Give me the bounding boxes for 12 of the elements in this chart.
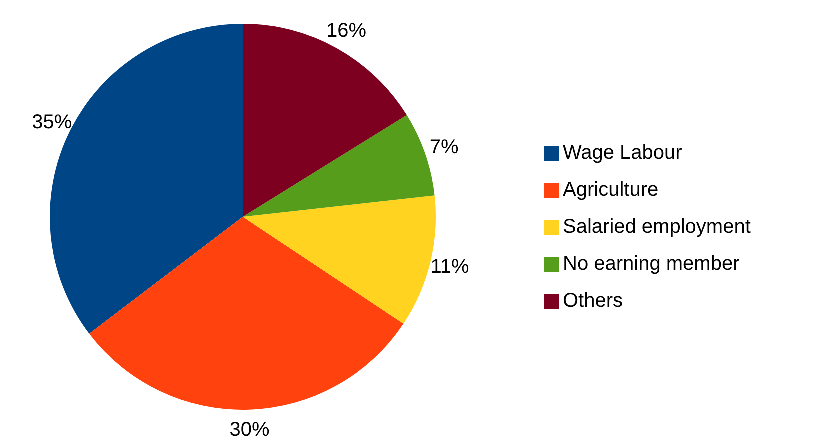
data-label: 30% <box>230 418 270 441</box>
pie-slice <box>89 217 404 410</box>
data-label: 16% <box>326 20 367 42</box>
legend-label: Wage Labour <box>563 142 682 164</box>
legend-label: No earning member <box>563 253 740 275</box>
data-label: 11% <box>430 256 470 278</box>
legend-label: Agriculture <box>563 179 659 201</box>
data-label: 7% <box>430 136 459 158</box>
data-label: 35% <box>32 111 72 134</box>
legend-label: Others <box>563 290 624 312</box>
pie-slice <box>243 24 407 217</box>
legend-label: Salaried employment <box>563 216 751 238</box>
